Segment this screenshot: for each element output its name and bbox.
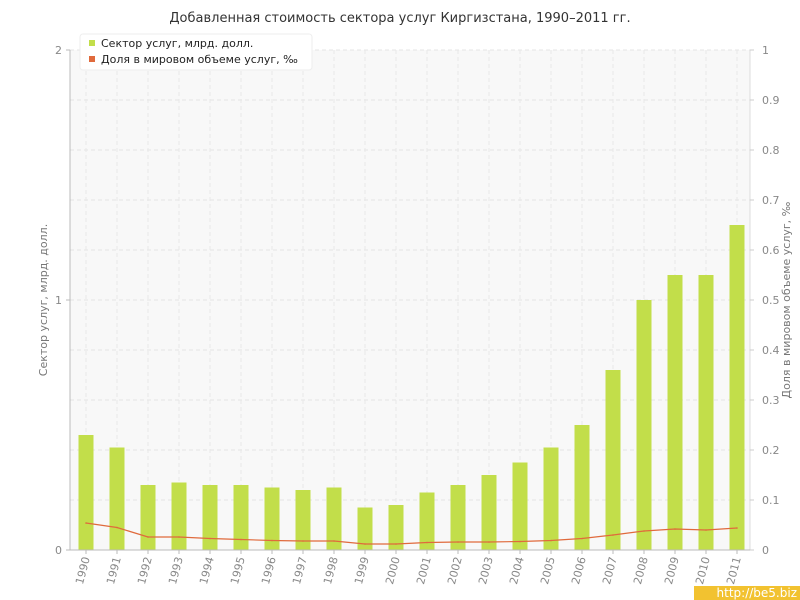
left-axis-label: Сектор услуг, млрд. долл. bbox=[37, 224, 50, 376]
x-tick-label: 1997 bbox=[290, 555, 310, 585]
chart-title: Добавленная стоимость сектора услуг Кирг… bbox=[169, 11, 630, 26]
x-tick-label: 1995 bbox=[228, 555, 248, 585]
right-tick-label: 0.4 bbox=[762, 344, 780, 357]
left-tick-label: 1 bbox=[55, 294, 62, 307]
bar bbox=[636, 300, 652, 550]
x-tick-label: 1993 bbox=[166, 555, 186, 585]
line-point bbox=[116, 526, 118, 529]
right-tick-label: 0.6 bbox=[762, 244, 780, 257]
left-tick-label: 0 bbox=[55, 544, 62, 557]
x-tick-label: 1999 bbox=[352, 555, 372, 585]
watermark-background bbox=[694, 586, 800, 600]
right-tick-label: 0.5 bbox=[762, 294, 780, 307]
x-tick-label: 1998 bbox=[321, 555, 341, 585]
line-point bbox=[488, 541, 490, 543]
legend-entry-bar: Сектор услуг, млрд. долл. bbox=[101, 37, 253, 50]
x-tick-label: 1990 bbox=[73, 555, 93, 585]
bar bbox=[450, 485, 466, 550]
x-tick-label: 2004 bbox=[507, 555, 527, 585]
x-tick-label: 2002 bbox=[445, 555, 465, 585]
bar bbox=[512, 462, 528, 550]
bar bbox=[326, 487, 342, 550]
line-point bbox=[612, 534, 614, 536]
x-tick-label: 2006 bbox=[569, 555, 589, 585]
right-tick-label: 0.2 bbox=[762, 444, 780, 457]
x-tick-label: 1991 bbox=[104, 555, 124, 585]
line-point bbox=[705, 529, 707, 531]
line-point bbox=[178, 536, 180, 538]
bar bbox=[140, 485, 156, 550]
line-point bbox=[395, 543, 397, 545]
bar bbox=[357, 507, 373, 550]
line-point bbox=[85, 522, 87, 524]
line-path bbox=[85, 522, 738, 545]
bar bbox=[729, 225, 745, 550]
line-point bbox=[736, 527, 738, 529]
left-tick-label: 2 bbox=[55, 44, 62, 57]
bar bbox=[78, 435, 94, 550]
bar-series bbox=[78, 225, 745, 550]
x-tick-label: 2011 bbox=[724, 555, 744, 585]
x-tick-label: 2007 bbox=[600, 555, 620, 585]
legend-entry-line: Доля в мировом объеме услуг, ‰ bbox=[101, 53, 298, 66]
bar bbox=[295, 490, 311, 550]
bar bbox=[667, 275, 683, 550]
line-series bbox=[85, 522, 738, 545]
bar bbox=[543, 447, 559, 550]
bar bbox=[698, 275, 714, 550]
x-tick-label: 2005 bbox=[538, 555, 558, 585]
right-tick-label: 0.7 bbox=[762, 194, 780, 207]
bar bbox=[264, 487, 280, 550]
line-point bbox=[209, 537, 211, 540]
line-point bbox=[302, 540, 304, 542]
line-point bbox=[333, 540, 335, 542]
x-tick-label: 1992 bbox=[135, 555, 155, 585]
bar bbox=[481, 475, 497, 550]
line-point bbox=[240, 538, 242, 541]
left-axis-ticks: 0 1 2 bbox=[55, 44, 70, 557]
line-point bbox=[457, 541, 459, 543]
legend-box bbox=[79, 33, 313, 71]
x-axis-ticks: 1990 1991 1992 1993 1994 1995 1996 1997 1998 1999… bbox=[73, 550, 744, 586]
x-tick-label: 1996 bbox=[259, 555, 279, 585]
bar bbox=[233, 485, 249, 550]
line-point bbox=[364, 543, 366, 545]
right-tick-label: 0.9 bbox=[762, 94, 780, 107]
x-tick-label: 2010 bbox=[693, 555, 713, 585]
line-point bbox=[581, 537, 583, 540]
right-axis-ticks: 0 0.1 0.2 0.3 0.4 0.5 0.6 0.7 0.8 0.9 1 bbox=[750, 44, 780, 557]
watermark-text: http://be5.biz bbox=[717, 586, 797, 600]
line-point bbox=[643, 530, 645, 532]
right-tick-label: 0.8 bbox=[762, 144, 780, 157]
bar bbox=[419, 492, 435, 550]
line-point bbox=[519, 540, 521, 543]
bar bbox=[109, 447, 125, 550]
watermark: http://be5.biz bbox=[694, 586, 800, 600]
bar bbox=[171, 482, 187, 550]
line-point bbox=[147, 536, 149, 538]
x-tick-label: 2000 bbox=[383, 555, 403, 585]
legend-swatch-line bbox=[89, 56, 95, 62]
x-tick-label: 2009 bbox=[662, 555, 682, 585]
line-point bbox=[271, 539, 273, 542]
bar bbox=[388, 505, 404, 550]
x-tick-label: 2008 bbox=[631, 555, 651, 585]
line-point bbox=[674, 528, 676, 530]
right-tick-label: 0.3 bbox=[762, 394, 780, 407]
bar bbox=[605, 370, 621, 550]
right-tick-label: 1 bbox=[762, 44, 769, 57]
x-tick-label: 1994 bbox=[197, 555, 217, 585]
legend: Сектор услуг, млрд. долл. Доля в мировом… bbox=[79, 33, 313, 71]
right-tick-label: 0.1 bbox=[762, 494, 780, 507]
line-point bbox=[426, 541, 428, 544]
right-tick-label: 0 bbox=[762, 544, 769, 557]
x-tick-label: 2001 bbox=[414, 555, 434, 585]
line-point bbox=[550, 539, 552, 542]
x-tick-label: 2003 bbox=[476, 555, 496, 585]
right-axis-label: Доля в мировом объеме услуг, ‰ bbox=[780, 201, 793, 398]
bar bbox=[202, 485, 218, 550]
bar bbox=[574, 425, 590, 550]
legend-swatch-bar bbox=[89, 40, 95, 46]
